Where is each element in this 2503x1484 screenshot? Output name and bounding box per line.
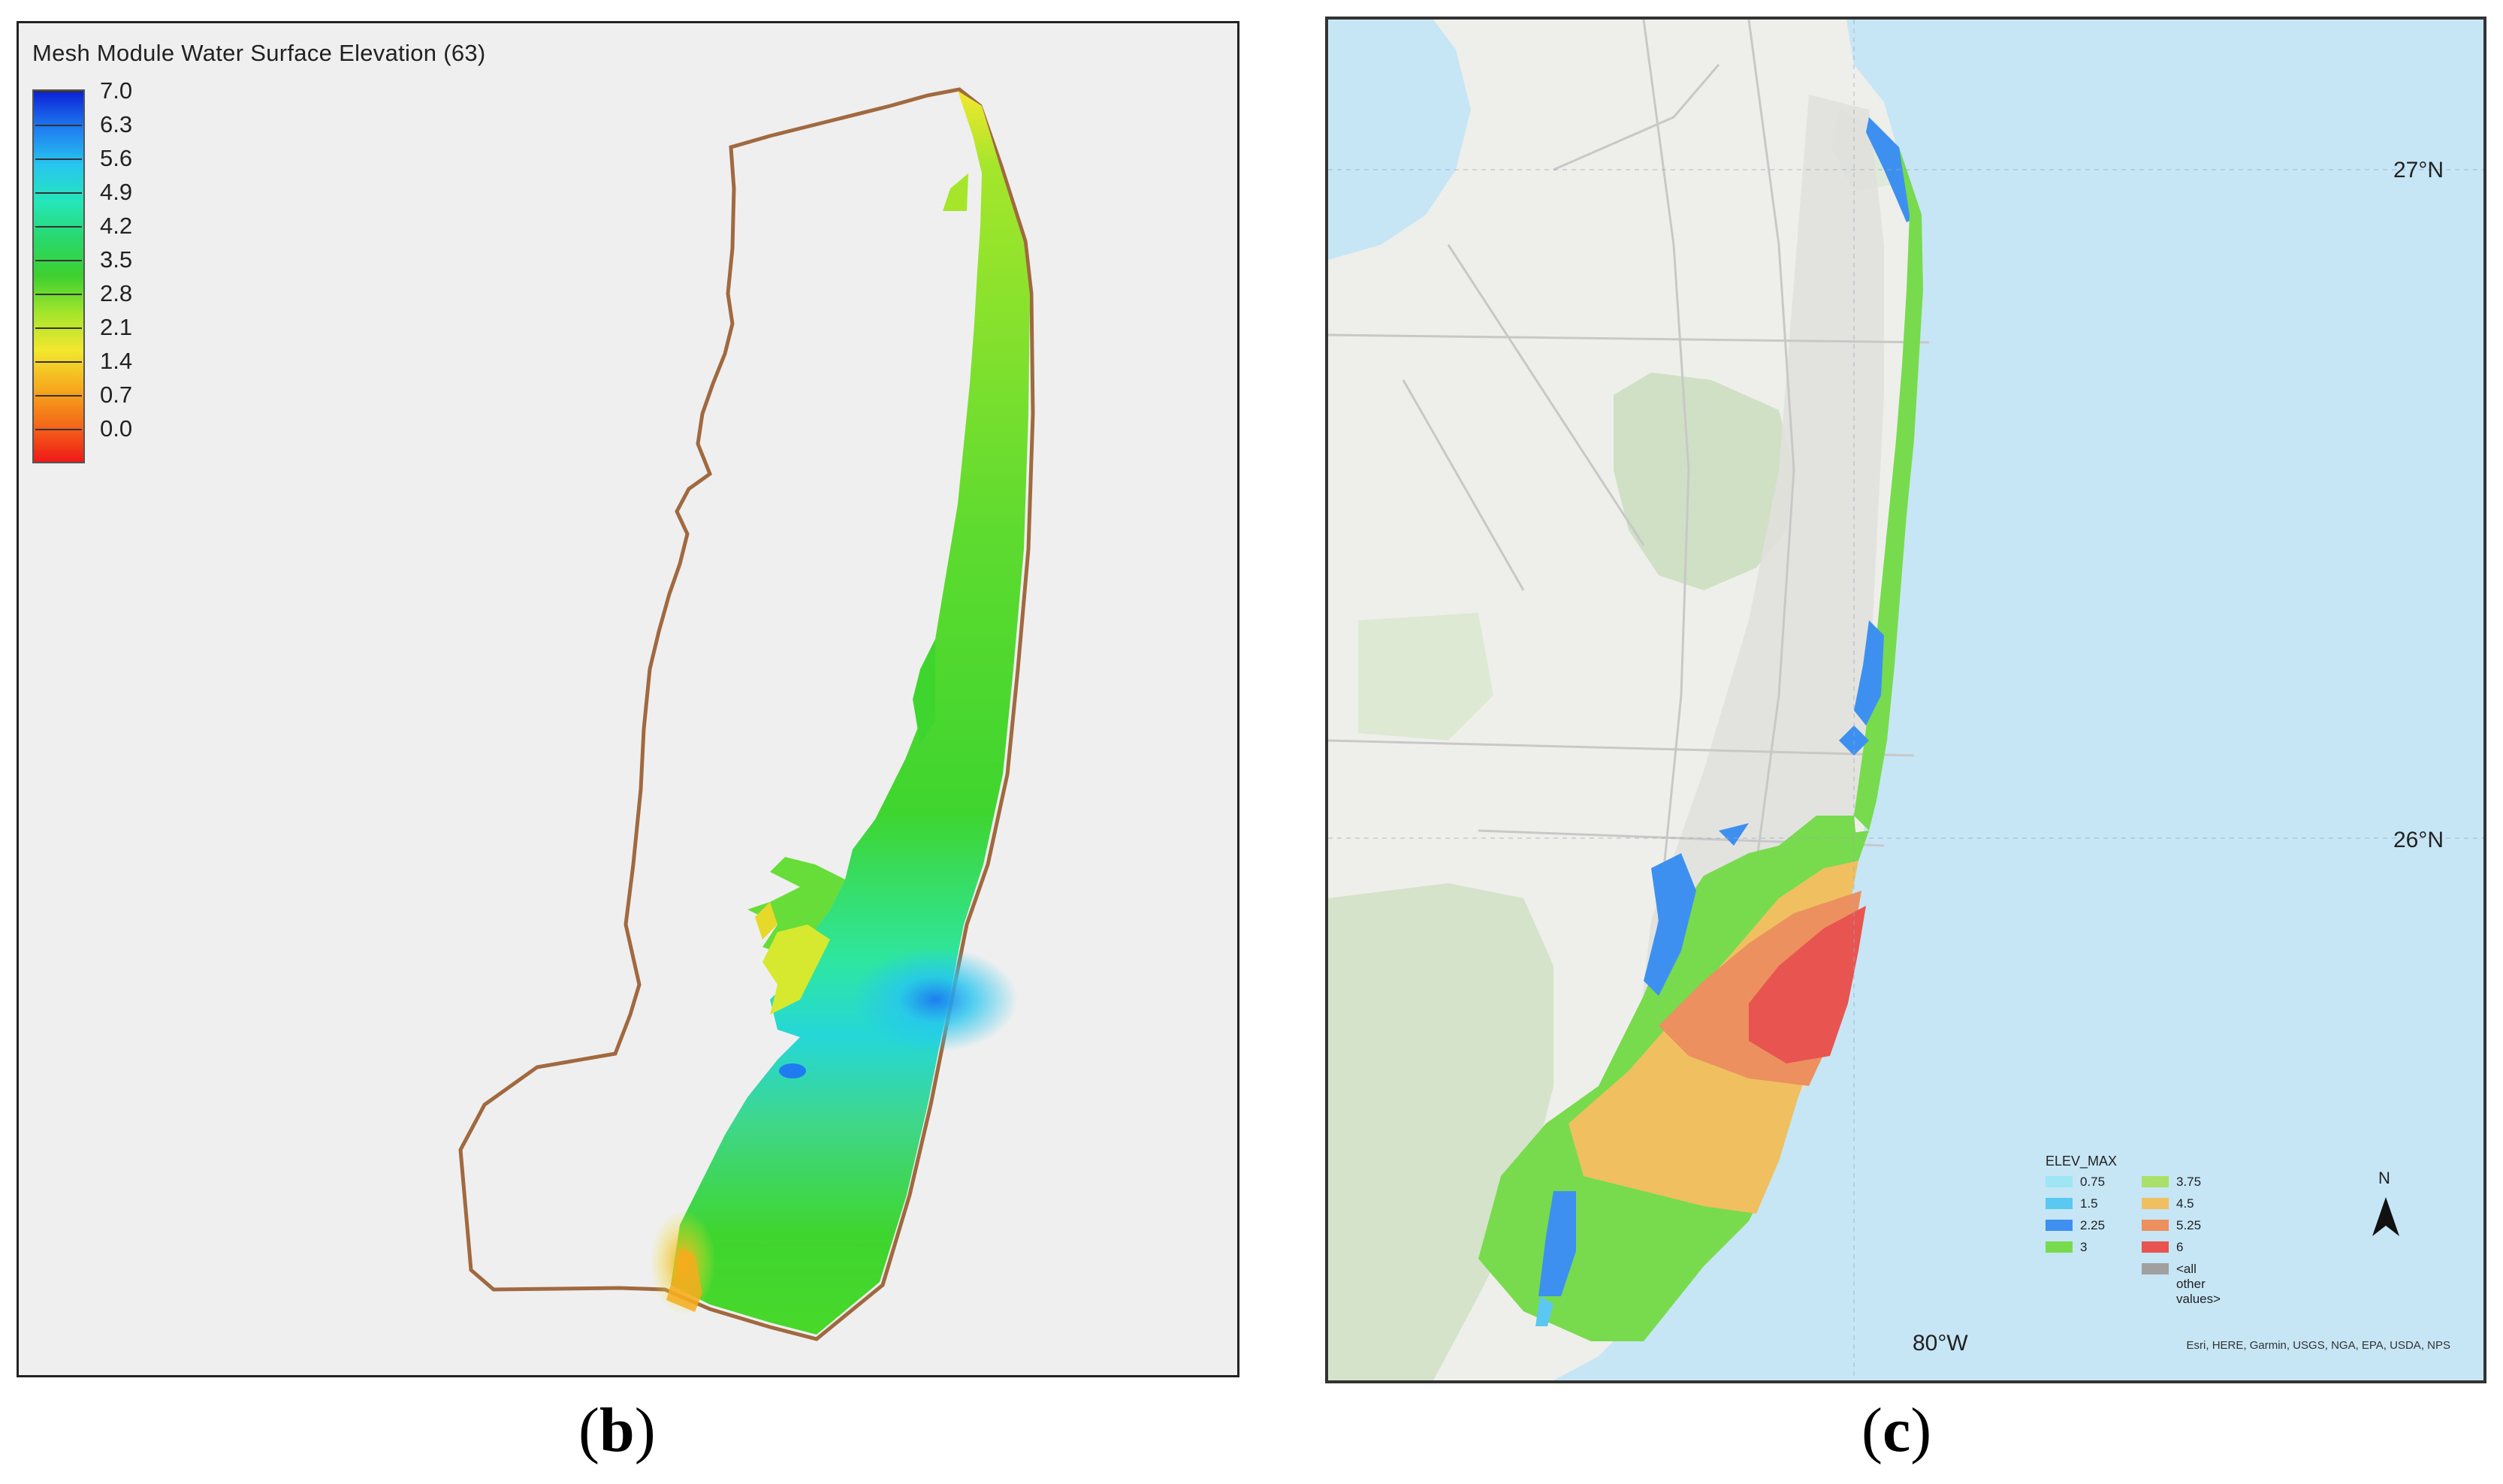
- legend-swatch: [2046, 1241, 2073, 1253]
- legend-label: 4.5: [2176, 1196, 2194, 1211]
- lat-label-27n: 27°N: [2393, 158, 2444, 182]
- caption-letter: b: [599, 1395, 635, 1465]
- basemap-panel: 27°N 26°N 80°W N ELEV_MAX 0.75 1.5 2.25 3 3.…: [1325, 17, 2486, 1383]
- legend-value: 6.3: [100, 111, 133, 137]
- legend-tick: [35, 327, 82, 329]
- lake-okeechobee: [1328, 20, 1471, 260]
- legend-value: 3.5: [100, 246, 133, 273]
- legend-tick: [35, 294, 82, 295]
- graticule: [1328, 20, 2483, 1380]
- legend-tick: [35, 429, 82, 430]
- caption-letter: c: [1882, 1395, 1911, 1465]
- lat-label-26n: 26°N: [2393, 828, 2444, 852]
- caption-c: (c): [1861, 1394, 1931, 1467]
- legend-label: 1.5: [2080, 1196, 2098, 1211]
- legend-swatch: [2142, 1241, 2169, 1253]
- north-label: N: [2378, 1169, 2390, 1187]
- caption-close: ): [634, 1395, 656, 1465]
- caption-close: ): [1910, 1395, 1932, 1465]
- legend-tick: [35, 192, 82, 194]
- surge-inundation: [1478, 117, 1923, 1341]
- legend-label: 5.25: [2176, 1218, 2202, 1232]
- basemap: [1328, 20, 2483, 1380]
- legend-swatch: [2046, 1198, 2073, 1209]
- map-attribution: Esri, HERE, Garmin, USGS, NGA, EPA, USDA…: [2186, 1339, 2450, 1352]
- legend-label: 3: [2080, 1240, 2088, 1254]
- wildlife-refuge: [1614, 373, 1794, 590]
- legend-tick: [35, 91, 82, 92]
- legend-tick: [35, 260, 82, 261]
- lon-label-80w: 80°W: [1913, 1331, 1968, 1356]
- caption-open: (: [1861, 1395, 1883, 1465]
- legend-tick: [35, 158, 82, 160]
- legend-tick: [35, 361, 82, 363]
- legend-value: 4.9: [100, 179, 133, 205]
- legend-swatch: [2142, 1263, 2169, 1274]
- caption-open: (: [578, 1395, 599, 1465]
- legend-tick: [35, 125, 82, 126]
- legend-swatch: [2142, 1198, 2169, 1209]
- elevation-legend: Mesh Module Water Surface Elevation (63)…: [32, 40, 486, 463]
- legend-value: 7.0: [100, 77, 133, 104]
- legend-label: <all other values>: [2176, 1262, 2221, 1306]
- legend-label: 6: [2176, 1240, 2184, 1254]
- legend-label: 2.25: [2080, 1218, 2106, 1232]
- legend-swatch: [2142, 1176, 2169, 1187]
- legend-value: 5.6: [100, 145, 133, 171]
- color-ramp: [32, 89, 85, 463]
- legend-value: 1.4: [100, 348, 133, 374]
- yellow-fingers: [762, 924, 830, 1015]
- caption-b: (b): [578, 1394, 656, 1467]
- legend-value: 2.1: [100, 314, 133, 340]
- legend-label: 3.75: [2176, 1175, 2202, 1189]
- legend-title: ELEV_MAX: [2046, 1154, 2118, 1169]
- legend-value: 4.2: [100, 213, 133, 239]
- legend-value: 0.0: [100, 415, 133, 442]
- legend-value: 2.8: [100, 280, 133, 306]
- water-surface-field: [671, 91, 1030, 1335]
- peak-surge-zone: [853, 947, 1018, 1052]
- mesh-boundary: [458, 87, 1035, 1341]
- legend-swatch: [2142, 1220, 2169, 1231]
- legend-tick: [35, 395, 82, 397]
- legend-value: 0.7: [100, 382, 133, 408]
- legend-title: Mesh Module Water Surface Elevation (63): [32, 40, 486, 66]
- legend-swatch: [2046, 1220, 2073, 1231]
- mesh-elevation-panel: Mesh Module Water Surface Elevation (63)…: [17, 21, 1239, 1377]
- legend-tick: [35, 226, 82, 228]
- legend-label: 0.75: [2080, 1175, 2106, 1189]
- inland-flood-fringe: [747, 857, 845, 955]
- mesh-plot: [458, 87, 1035, 1341]
- legend-swatch: [2046, 1176, 2073, 1187]
- north-arrow-icon: [2372, 1197, 2399, 1236]
